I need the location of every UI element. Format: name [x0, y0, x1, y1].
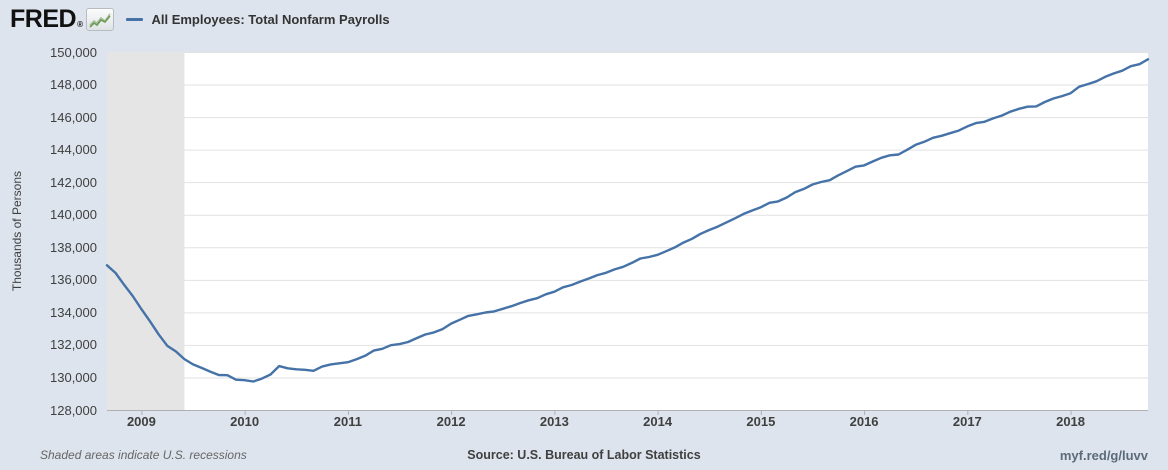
y-tick-label: 144,000 — [50, 142, 97, 158]
y-tick-label: 136,000 — [50, 272, 97, 288]
recession-note: Shaded areas indicate U.S. recessions — [40, 448, 247, 462]
chart-legend: All Employees: Total Nonfarm Payrolls — [126, 11, 390, 27]
plot-background — [107, 52, 1148, 410]
y-tick-label: 130,000 — [50, 369, 97, 385]
x-tick-label: 2012 — [436, 414, 466, 429]
fred-logo[interactable]: FRED ® — [10, 4, 83, 33]
registered-trademark: ® — [77, 19, 83, 29]
x-tick-label: 2018 — [1056, 414, 1086, 429]
legend-series-label: All Employees: Total Nonfarm Payrolls — [151, 11, 390, 27]
x-tick-label: 2016 — [849, 414, 879, 429]
y-tick-label: 150,000 — [50, 44, 97, 60]
x-tick-label: 2009 — [126, 414, 156, 429]
legend-line-swatch — [126, 17, 144, 21]
fred-sparkline-icon — [86, 7, 115, 31]
y-tick-label: 138,000 — [50, 239, 97, 255]
x-tick-label: 2013 — [539, 414, 569, 429]
source-citation: Source: U.S. Bureau of Labor Statistics — [467, 448, 701, 462]
recession-shading — [107, 52, 185, 410]
x-tick-label: 2014 — [643, 414, 673, 429]
y-tick-label: 148,000 — [50, 77, 97, 93]
y-tick-label: 146,000 — [50, 109, 97, 125]
x-tick-label: 2015 — [746, 414, 776, 429]
x-tick-label: 2010 — [230, 414, 260, 429]
y-tick-label: 142,000 — [50, 174, 97, 190]
fred-logo-text: FRED — [10, 4, 77, 33]
y-tick-label: 140,000 — [50, 207, 97, 223]
permalink[interactable]: myf.red/g/luvv — [1059, 448, 1148, 463]
x-tick-label: 2011 — [333, 414, 362, 429]
chart-header: FRED ® All Employees: Total Nonfarm Payro… — [10, 0, 390, 38]
y-tick-label: 132,000 — [50, 337, 97, 353]
data-line[interactable] — [105, 58, 1150, 383]
y-tick-label: 134,000 — [50, 304, 97, 320]
x-tick-label: 2017 — [952, 414, 982, 429]
y-tick-label: 128,000 — [50, 402, 97, 418]
y-axis-title: Thousands of Persons — [10, 170, 24, 292]
